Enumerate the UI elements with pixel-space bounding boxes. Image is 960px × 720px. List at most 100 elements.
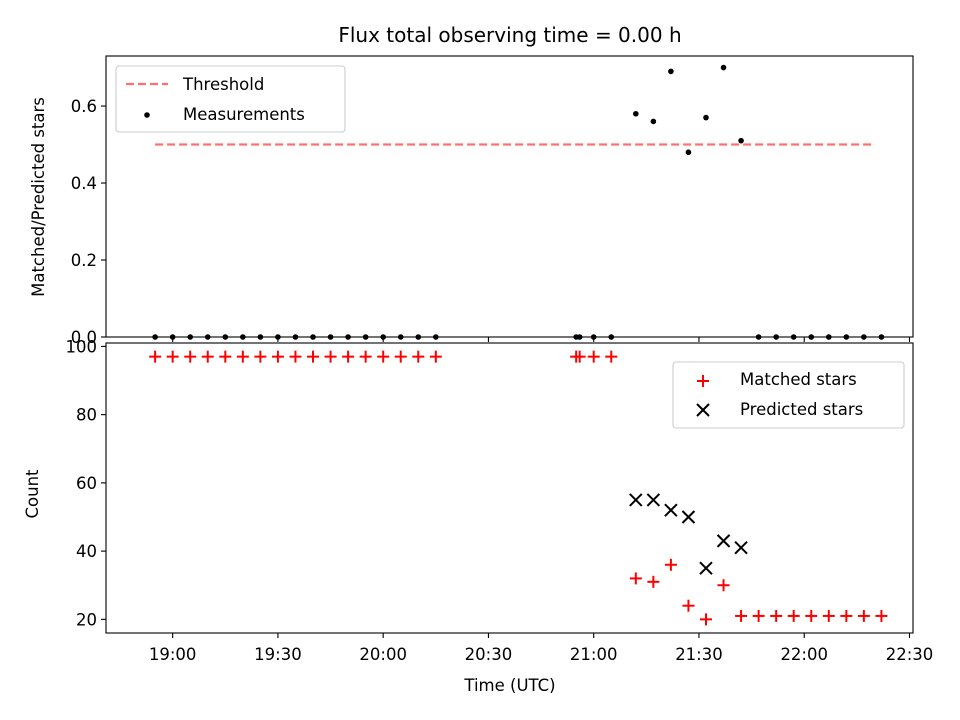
measurement-point xyxy=(650,118,657,125)
top-axes: Matched/Predicted stars 0.0 0.2 0.4 0.6 Thr… xyxy=(29,55,914,347)
matched-star-marker xyxy=(682,599,695,612)
matched-star-marker xyxy=(254,350,267,363)
matched-star-marker xyxy=(735,609,748,622)
top-y-tick-label: 0.0 xyxy=(71,328,97,347)
x-tick-label: 21:00 xyxy=(570,645,618,664)
matched-star-marker xyxy=(717,579,730,592)
top-y-tick-label: 0.2 xyxy=(71,251,97,270)
matched-star-marker xyxy=(149,350,162,363)
bottom-y-tick-label: 80 xyxy=(76,406,97,425)
matched-star-marker xyxy=(587,350,600,363)
matched-star-marker xyxy=(201,350,214,363)
measurement-point xyxy=(738,137,744,144)
bottom-y-axis-label: Count xyxy=(23,469,42,519)
predicted-star-marker xyxy=(629,493,643,507)
measurement-point xyxy=(843,334,850,340)
top-axes-frame xyxy=(105,55,914,338)
measurement-point xyxy=(222,334,229,340)
matched-star-marker xyxy=(219,350,232,363)
x-axis-label: Time (UTC) xyxy=(463,676,555,695)
legend-matched-label: Matched stars xyxy=(740,370,857,389)
bottom-legend: Matched stars Predicted stars xyxy=(672,361,905,429)
matched-star-marker xyxy=(787,609,800,622)
bottom-x-ticks: 19:00 19:30 20:00 20:30 21:00 21:30 22:00 22:30 xyxy=(149,633,933,664)
measurement-point xyxy=(240,334,246,340)
top-legend: Threshold Measurements xyxy=(115,65,346,133)
matched-star-marker xyxy=(236,350,249,363)
x-tick-label: 20:30 xyxy=(465,645,513,664)
measurement-point xyxy=(720,64,727,71)
matched-star-marker xyxy=(342,350,355,363)
predicted-star-marker xyxy=(681,510,696,524)
matched-star-marker xyxy=(429,350,442,363)
x-tick-label: 22:00 xyxy=(780,645,828,664)
measurement-point xyxy=(703,114,709,121)
matched-star-marker xyxy=(840,609,853,622)
matched-star-marker xyxy=(629,572,642,585)
x-tick-label: 19:30 xyxy=(254,645,302,664)
measurement-point xyxy=(257,334,264,340)
predicted-star-marker xyxy=(716,534,731,548)
matched-star-marker xyxy=(184,350,197,363)
measurement-point xyxy=(415,334,422,340)
top-series-marks xyxy=(152,64,885,340)
x-tick-label: 21:30 xyxy=(675,645,723,664)
matched-star-marker xyxy=(573,350,586,363)
bottom-y-tick-label: 100 xyxy=(66,337,98,356)
matched-star-marker xyxy=(605,350,618,363)
bottom-y-ticks: 20 40 60 80 100 xyxy=(66,337,106,629)
predicted-star-marker xyxy=(734,540,748,555)
matched-star-marker xyxy=(752,609,765,622)
legend-measurements-swatch xyxy=(144,112,150,118)
bottom-y-tick-label: 60 xyxy=(76,474,97,493)
matched-star-marker xyxy=(770,609,783,622)
predicted-star-marker xyxy=(646,493,661,507)
measurement-point xyxy=(576,334,583,340)
legend-predicted-label: Predicted stars xyxy=(740,400,863,419)
matched-star-marker xyxy=(664,558,677,571)
measurement-point xyxy=(825,334,832,340)
measurement-point xyxy=(608,334,615,340)
measurement-point xyxy=(187,334,194,340)
measurement-point xyxy=(169,334,176,340)
matched-star-marker xyxy=(412,350,425,363)
matched-star-marker xyxy=(324,350,337,363)
measurement-point xyxy=(773,334,779,340)
measurement-point xyxy=(152,334,158,340)
bottom-axes: Count Time (UTC) 20 40 60 80 100 19:00 19:30 2… xyxy=(23,337,933,695)
matched-star-marker xyxy=(699,613,712,626)
matched-star-marker xyxy=(359,350,372,363)
legend-measurements-label: Measurements xyxy=(183,105,305,124)
bottom-y-tick-label: 20 xyxy=(76,610,97,629)
measurement-point xyxy=(292,334,299,340)
top-y-ticks: 0.0 0.2 0.4 0.6 xyxy=(71,97,106,347)
top-y-tick-label: 0.4 xyxy=(71,174,97,193)
x-tick-label: 22:30 xyxy=(886,645,934,664)
measurement-point xyxy=(668,68,674,75)
measurement-point xyxy=(275,334,281,340)
matched-star-marker xyxy=(805,609,818,622)
legend-matched-swatch xyxy=(697,375,709,387)
measurement-point xyxy=(590,334,597,340)
chart-title: Flux total observing time = 0.00 h xyxy=(338,23,681,47)
matched-star-marker xyxy=(166,350,179,363)
matched-star-marker xyxy=(857,609,870,622)
measurement-point xyxy=(755,334,762,340)
matched-star-marker xyxy=(377,350,390,363)
measurement-point xyxy=(310,334,316,340)
matched-star-marker xyxy=(822,609,835,622)
top-y-axis-label: Matched/Predicted stars xyxy=(29,97,48,297)
x-tick-label: 20:00 xyxy=(359,645,407,664)
measurement-point xyxy=(808,334,815,340)
measurement-point xyxy=(685,149,692,156)
measurement-point xyxy=(433,334,439,340)
legend-predicted-swatch xyxy=(696,403,710,417)
measurement-point xyxy=(362,334,369,340)
measurement-point xyxy=(790,334,797,340)
predicted-star-marker xyxy=(664,503,678,517)
matched-star-marker xyxy=(394,350,407,363)
measurement-point xyxy=(204,334,211,340)
x-tick-label: 19:00 xyxy=(149,645,197,664)
top-y-tick-label: 0.6 xyxy=(71,97,97,116)
